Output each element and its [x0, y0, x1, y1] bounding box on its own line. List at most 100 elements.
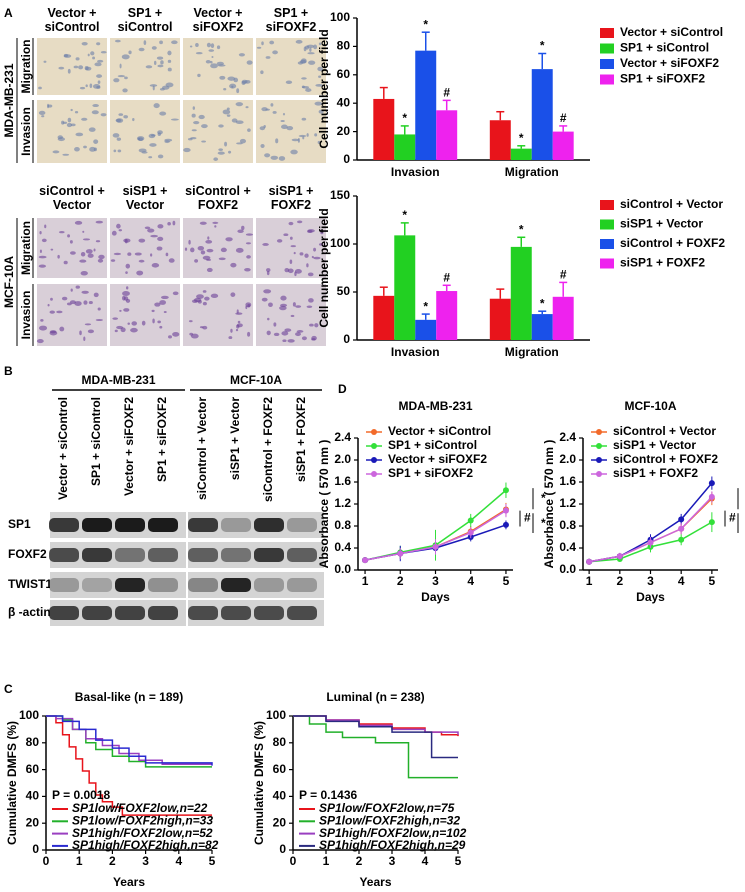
cell — [167, 59, 172, 63]
cell — [36, 339, 44, 344]
cell — [150, 253, 153, 257]
cell — [195, 43, 199, 47]
y-tick-label: 1.2 — [559, 496, 576, 510]
cell — [218, 124, 224, 128]
cell — [97, 59, 104, 63]
cell — [61, 296, 68, 301]
y-axis-label: Cumulative DMFS (%) — [5, 721, 19, 845]
y-tick-label: 2.0 — [334, 452, 351, 466]
cell — [296, 330, 304, 333]
legend-marker — [371, 471, 377, 477]
cell — [131, 321, 138, 326]
cell — [143, 40, 147, 46]
cell — [222, 109, 231, 115]
cell — [69, 251, 76, 255]
blot-band — [221, 518, 251, 532]
cell — [205, 60, 211, 64]
cell — [157, 154, 164, 159]
y-tick-label: 40 — [337, 95, 351, 109]
blot-band — [254, 578, 284, 592]
legend-swatch — [600, 219, 614, 230]
cell — [96, 42, 101, 46]
cell — [230, 328, 233, 333]
cell — [317, 140, 321, 144]
cell — [81, 117, 88, 121]
legend-label: SP1high/FOXF2high,n=82 — [72, 838, 219, 852]
cell — [125, 263, 131, 269]
cell — [297, 61, 304, 65]
protein-label: SP1 — [8, 517, 31, 531]
cell — [118, 113, 124, 116]
point — [616, 553, 623, 560]
cell — [83, 336, 86, 342]
bar — [489, 298, 511, 340]
cell — [197, 73, 201, 78]
cell — [153, 103, 160, 109]
cell — [97, 258, 104, 263]
cell — [216, 45, 221, 50]
cell — [123, 238, 131, 243]
cell — [69, 240, 73, 244]
y-tick-label: 20 — [273, 815, 287, 829]
significance-mark: * — [519, 131, 524, 145]
lane-label: SP1 + siFOXF2 — [155, 397, 169, 482]
cell — [47, 303, 50, 307]
cell — [188, 320, 193, 323]
cell — [201, 124, 208, 129]
cell — [283, 233, 289, 237]
cell — [149, 143, 157, 147]
cell — [230, 262, 237, 268]
cell — [207, 236, 210, 240]
x-tick-label: 2 — [356, 854, 363, 868]
cell — [96, 74, 103, 78]
cell — [81, 42, 88, 46]
cell — [167, 222, 171, 226]
cell — [289, 236, 293, 240]
legend-label: SP1low/FOXF2low,n=22 — [72, 801, 208, 815]
survival-curve — [293, 715, 459, 735]
column-label: Vector + siControl — [44, 6, 100, 34]
bar — [394, 134, 416, 160]
y-tick-label: 60 — [273, 762, 287, 776]
cell — [112, 133, 120, 138]
cell — [75, 57, 80, 61]
cell — [218, 257, 226, 261]
cell — [153, 60, 157, 66]
cell — [272, 110, 277, 114]
cell — [152, 85, 155, 91]
cell — [280, 119, 285, 122]
cell — [226, 107, 230, 111]
cell — [302, 136, 305, 140]
point — [678, 536, 685, 543]
x-tick-label: 3 — [432, 574, 439, 588]
cell — [307, 229, 315, 233]
cell — [58, 66, 65, 70]
lane-label: siControl + FOXF2 — [261, 397, 275, 502]
cell — [290, 314, 295, 317]
cell — [294, 269, 302, 274]
cell — [259, 126, 266, 131]
x-tick-label: 3 — [647, 574, 654, 588]
cell — [235, 328, 239, 332]
row-label: Invasion — [19, 291, 33, 340]
cell — [264, 153, 271, 158]
y-tick-label: 60 — [26, 762, 40, 776]
lane-label: siSP1 + FOXF2 — [294, 397, 308, 482]
cell — [100, 113, 107, 117]
cell — [279, 305, 287, 311]
x-axis-label: Years — [359, 875, 391, 889]
cell — [138, 238, 146, 243]
cell — [119, 309, 122, 312]
blot-band — [49, 548, 79, 562]
cell — [273, 322, 277, 327]
cell — [80, 271, 88, 276]
lane-label: Vector + siFOXF2 — [122, 397, 136, 496]
cell — [39, 325, 48, 331]
legend-label: SP1 + siControl — [620, 41, 709, 55]
survival-curve — [46, 715, 212, 816]
cell — [93, 248, 96, 252]
cell — [306, 305, 313, 308]
cell — [74, 146, 80, 152]
y-tick-label: 2.0 — [559, 452, 576, 466]
x-tick-label: 4 — [678, 574, 685, 588]
